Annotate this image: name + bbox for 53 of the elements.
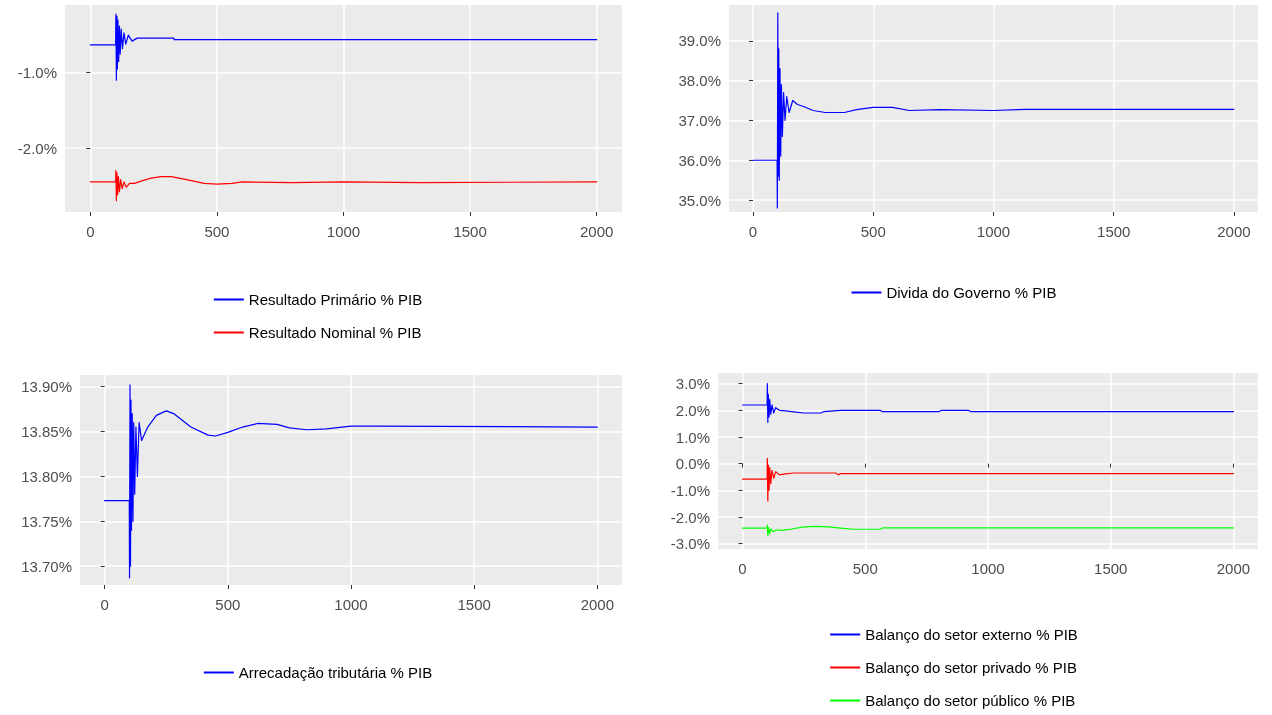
x-tick-label: 1000 bbox=[971, 560, 1005, 577]
y-tick-label: -1.0% bbox=[670, 481, 710, 499]
x-tick-label: 0 bbox=[100, 596, 109, 613]
legend-label: Arrecadação tributária % PIB bbox=[238, 664, 433, 681]
y-tick-label: 13.85% bbox=[21, 423, 72, 441]
legend-label: Divida do Governo % PIB bbox=[886, 284, 1057, 301]
line-series bbox=[104, 384, 598, 579]
y-tick-label: 13.70% bbox=[21, 557, 72, 575]
x-tick-label: 1500 bbox=[453, 223, 487, 240]
legend-label: Balanço do setor público % PIB bbox=[865, 692, 1076, 709]
y-tick-label: 13.90% bbox=[21, 378, 72, 396]
x-tick-label: 0 bbox=[86, 223, 95, 240]
x-tick-label: 1500 bbox=[1094, 560, 1128, 577]
x-tick-label: 500 bbox=[204, 223, 230, 240]
y-tick-label: 37.0% bbox=[678, 111, 721, 129]
legend-label: Balanço do setor privado % PIB bbox=[865, 659, 1077, 676]
x-tick-label: 2000 bbox=[1216, 560, 1251, 577]
x-tick-label: 1000 bbox=[326, 223, 361, 240]
y-tick-label: -2.0% bbox=[17, 139, 57, 157]
y-tick-label: 13.80% bbox=[21, 467, 72, 485]
x-tick-label: 2000 bbox=[579, 223, 614, 240]
x-tick-label: 0 bbox=[738, 560, 747, 577]
line-series bbox=[89, 170, 598, 202]
x-tick-label: 1500 bbox=[457, 596, 491, 613]
y-tick-label: 13.75% bbox=[21, 512, 72, 530]
line-series bbox=[752, 12, 1235, 209]
y-tick-label: -1.0% bbox=[17, 64, 57, 82]
y-tick-label: 3.0% bbox=[675, 375, 710, 393]
y-tick-label: 1.0% bbox=[675, 428, 710, 446]
line-series bbox=[741, 524, 1235, 537]
x-tick-label: 1500 bbox=[1097, 223, 1131, 240]
x-tick-label: 1000 bbox=[976, 223, 1011, 240]
line-series bbox=[89, 13, 598, 81]
line-series bbox=[741, 457, 1235, 502]
y-tick-label: -2.0% bbox=[670, 508, 710, 526]
x-tick-label: 500 bbox=[215, 596, 241, 613]
y-tick-label: 2.0% bbox=[675, 401, 710, 419]
y-tick-label: 35.0% bbox=[678, 191, 721, 209]
y-tick-label: 38.0% bbox=[678, 72, 721, 90]
x-tick-label: 1000 bbox=[334, 596, 368, 613]
x-tick-label: 2000 bbox=[1217, 223, 1251, 240]
x-tick-label: 0 bbox=[748, 223, 758, 240]
legend-label: Resultado Primário % PIB bbox=[248, 291, 423, 308]
y-tick-label: 36.0% bbox=[678, 151, 721, 169]
y-tick-label: 39.0% bbox=[678, 32, 721, 50]
x-tick-label: 500 bbox=[860, 223, 886, 240]
y-tick-label: -3.0% bbox=[670, 535, 710, 553]
x-tick-label: 500 bbox=[852, 560, 878, 577]
x-tick-label: 2000 bbox=[580, 596, 615, 613]
y-tick-label: 0.0% bbox=[675, 455, 710, 473]
legend-label: Balanço do setor externo % PIB bbox=[865, 626, 1078, 643]
legend-label: Resultado Nominal % PIB bbox=[248, 324, 422, 341]
line-series bbox=[741, 383, 1235, 423]
